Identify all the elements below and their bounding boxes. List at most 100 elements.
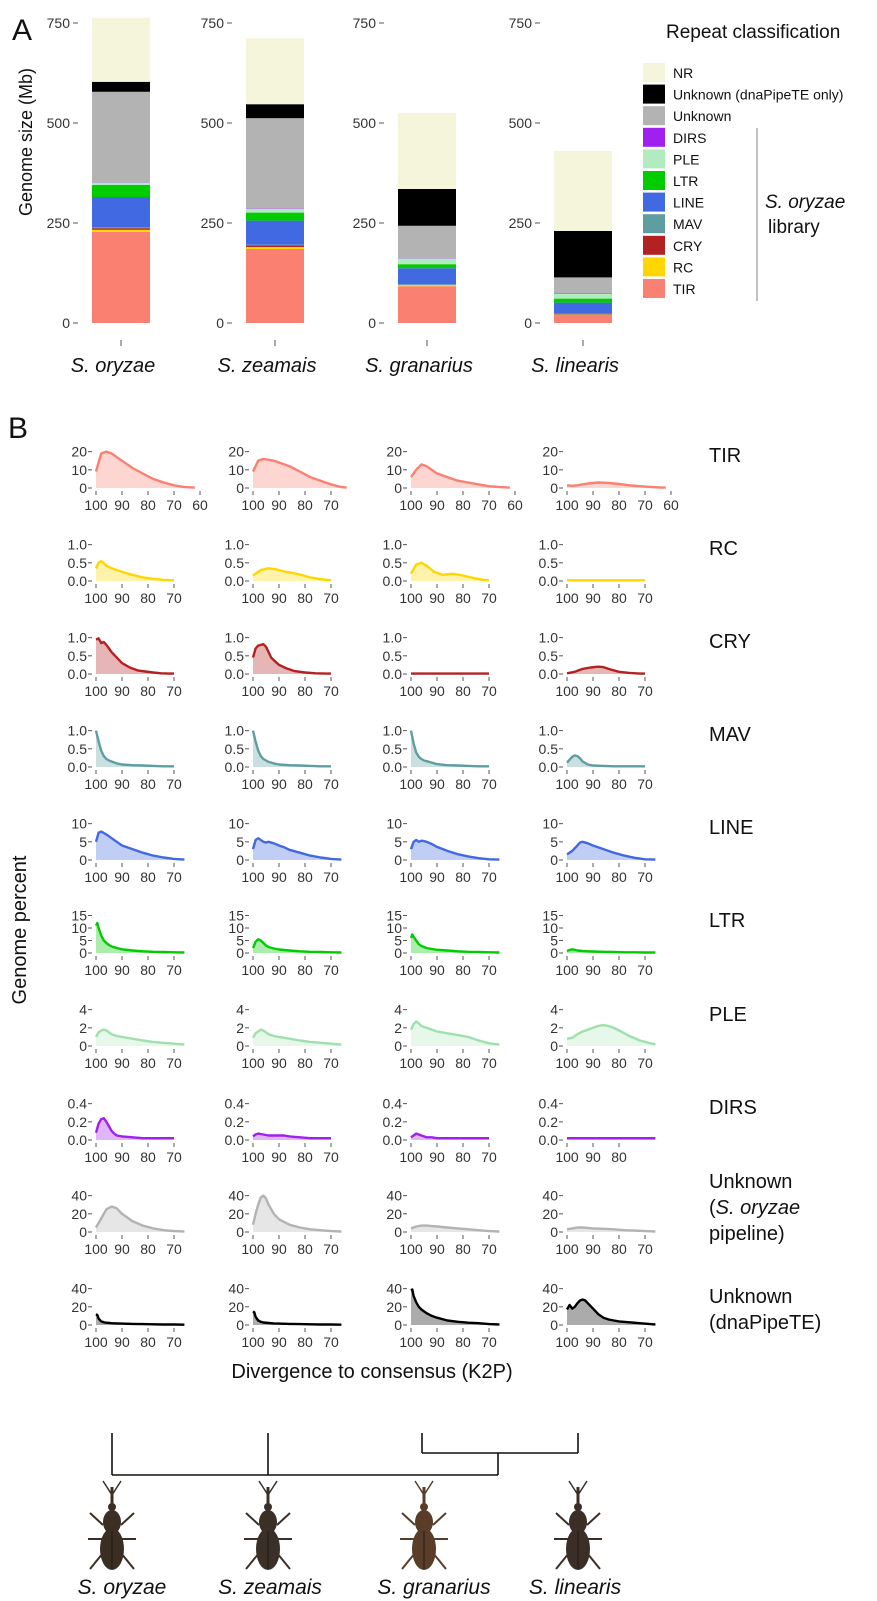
x-tick-label: 80 [140, 1334, 156, 1350]
y-tick-label: 0.0 [68, 1132, 88, 1148]
y-tick-label: 40 [228, 1281, 244, 1297]
area-fill [96, 831, 185, 860]
panel-b-xlabel: Divergence to consensus (K2P) [231, 1361, 512, 1383]
x-tick-label: 90 [585, 1241, 601, 1257]
y-tick-label: 1.0 [383, 537, 403, 553]
x-tick-label: 80 [140, 869, 156, 885]
x-tick-label: 80 [455, 1055, 471, 1071]
panel-a-ylabel: Genome size (Mb) [16, 68, 36, 216]
x-tick-label: 80 [455, 1241, 471, 1257]
bar-segment-dirs [92, 181, 150, 183]
x-tick-label: 100 [555, 1149, 579, 1165]
series-line [95, 1313, 185, 1326]
y-tick-label: 250 [47, 215, 71, 231]
legend-item-label: CRY [673, 238, 703, 254]
series-line [410, 1224, 500, 1233]
series-line [410, 1288, 500, 1326]
series-line [251, 1028, 342, 1046]
x-tick-label: 70 [323, 869, 339, 885]
y-tick-label: 10 [542, 462, 558, 478]
x-tick-label: 70 [323, 497, 339, 513]
x-tick-label: 100 [241, 962, 265, 978]
x-tick-label: 100 [241, 776, 265, 792]
x-tick-label: 80 [140, 1055, 156, 1071]
x-tick-label: 70 [637, 1241, 653, 1257]
y-tick-label: 0 [236, 480, 244, 496]
x-tick-label: 100 [241, 1334, 265, 1350]
y-tick-label: 0.5 [225, 555, 245, 571]
legend-item-label: LTR [673, 173, 698, 189]
bar-segment-nr [92, 17, 150, 82]
bar-segment-rc [92, 229, 150, 232]
x-tick-label: 80 [140, 1149, 156, 1165]
weevil-icon [244, 1480, 292, 1570]
series-line [566, 665, 645, 675]
area-fill [567, 841, 656, 860]
area-fill [253, 458, 347, 488]
x-tick-label: 80 [455, 1149, 471, 1165]
legend-bracket-species: S. oryzae [765, 192, 845, 213]
series-line [409, 838, 500, 861]
x-tick-label: 70 [166, 683, 182, 699]
x-tick-label: 70 [166, 590, 182, 606]
x-tick-label: 80 [611, 1241, 627, 1257]
x-tick-label: 90 [585, 962, 601, 978]
x-tick-label: 90 [585, 869, 601, 885]
x-tick-label: 100 [555, 590, 579, 606]
x-tick-label: 80 [297, 1055, 313, 1071]
x-tick-label: 90 [114, 1241, 130, 1257]
y-tick-label: 0 [79, 945, 87, 961]
x-tick-label: 80 [611, 590, 627, 606]
series-line [252, 567, 332, 582]
x-tick-label: 90 [429, 1334, 445, 1350]
bar-segment-unknown-dnapipete-only- [398, 189, 456, 226]
x-tick-label: 100 [241, 1241, 265, 1257]
x-tick-label: 70 [166, 1149, 182, 1165]
x-tick-label: 100 [555, 1334, 579, 1350]
x-tick-label: 70 [481, 1334, 497, 1350]
bar-segment-unknown-dnapipete-only- [246, 104, 304, 119]
y-tick-label: 0 [236, 945, 244, 961]
bar-segment-tir [92, 231, 150, 323]
x-tick-label: 70 [166, 497, 182, 513]
series-line [252, 1310, 342, 1326]
y-tick-label: 0.0 [539, 1132, 559, 1148]
x-tick-label: 100 [84, 962, 108, 978]
legend-item-label: PLE [673, 151, 699, 167]
panel-b-label: B [8, 412, 28, 445]
y-tick-label: 750 [201, 15, 225, 31]
y-tick-label: 0.0 [383, 759, 403, 775]
x-tick-label: 70 [323, 776, 339, 792]
y-tick-label: 250 [201, 215, 225, 231]
bar-segment-ple [554, 293, 612, 299]
legend-swatch [643, 235, 665, 255]
x-tick-label: 90 [429, 1241, 445, 1257]
area-fill [411, 464, 510, 488]
y-tick-label: 20 [71, 1299, 87, 1315]
x-tick-label: 100 [555, 776, 579, 792]
x-tick-label: 70 [481, 1241, 497, 1257]
y-tick-label: 0.5 [383, 741, 403, 757]
bar-segment-dirs [554, 293, 612, 294]
bar-segment-ple [398, 258, 456, 265]
bar-segment-nr [554, 151, 612, 231]
y-tick-label: 1.0 [68, 537, 88, 553]
x-tick-label: 70 [166, 962, 182, 978]
bar-segment-tir [246, 249, 304, 323]
row-label: CRY [709, 631, 751, 653]
x-tick-label: 70 [166, 1334, 182, 1350]
y-tick-label: 20 [228, 1206, 244, 1222]
x-tick-label: 80 [140, 497, 156, 513]
y-tick-label: 40 [228, 1188, 244, 1204]
y-tick-label: 0 [550, 945, 558, 961]
y-tick-label: 0 [236, 1317, 244, 1333]
row-label: LINE [709, 817, 753, 839]
x-tick-label: 70 [481, 590, 497, 606]
series-line [94, 1028, 185, 1046]
x-tick-label: 90 [271, 1055, 287, 1071]
y-tick-label: 4 [550, 1002, 558, 1018]
y-tick-label: 250 [509, 215, 533, 231]
weevil-icon [554, 1480, 602, 1570]
x-tick-label: 90 [271, 776, 287, 792]
row-label: (S. oryzae [709, 1197, 800, 1219]
